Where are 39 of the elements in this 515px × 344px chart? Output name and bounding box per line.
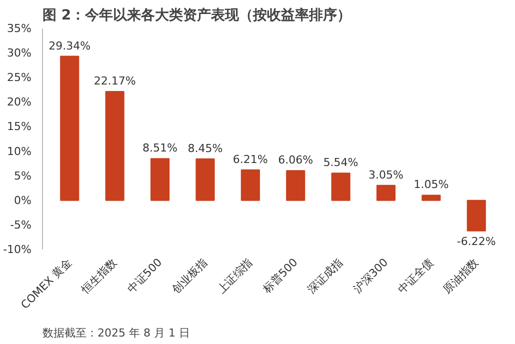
chart-title: 图 2：今年以来各大类资产表现（按收益率排序） (42, 6, 352, 24)
data-label: 29.34% (48, 39, 91, 52)
bar (422, 194, 441, 201)
bar (196, 158, 215, 201)
y-tick-label: 30% (7, 46, 32, 60)
y-tick-label: 0% (14, 194, 32, 207)
x-tick-label: 标普500 (260, 256, 300, 296)
x-tick-label: 上证综指 (214, 256, 255, 296)
data-label: 8.51% (142, 142, 178, 155)
x-tick-label: 恒生指数 (78, 256, 120, 297)
data-label: 6.06% (278, 154, 314, 167)
y-tick-label: 35% (7, 22, 32, 35)
data-label: 3.05% (368, 168, 404, 182)
data-label: 1.05% (414, 178, 449, 192)
text: 数据截至：2025 年 8 月 1 日 (42, 326, 190, 340)
bar (376, 184, 396, 201)
x-tick-label: 原油指数 (440, 256, 481, 296)
y-tick-label: -5% (10, 218, 32, 232)
data-label: 8.45% (188, 142, 223, 155)
bar (240, 169, 260, 201)
x-tick-label: 深证成指 (305, 256, 346, 296)
y-tick-label: -10% (3, 243, 32, 256)
x-tick-label: 创业板指 (169, 256, 210, 296)
bar (331, 172, 350, 201)
y-tick-label: 5% (14, 169, 32, 182)
y-tick-label: 20% (7, 96, 32, 109)
bar (105, 91, 124, 201)
y-tick-label: 25% (7, 71, 32, 84)
data-label: 5.54% (323, 156, 358, 170)
x-tick-label: 中证全债 (395, 256, 436, 296)
data-label: -6.22% (456, 234, 496, 248)
bar (286, 170, 306, 201)
bar (150, 158, 170, 201)
data-label: 6.21% (232, 152, 268, 166)
y-tick-label: 10% (7, 144, 32, 158)
bar (60, 56, 80, 201)
y-tick-label: 15% (7, 120, 32, 134)
bar (466, 200, 486, 232)
data-label: 22.17% (94, 74, 136, 88)
